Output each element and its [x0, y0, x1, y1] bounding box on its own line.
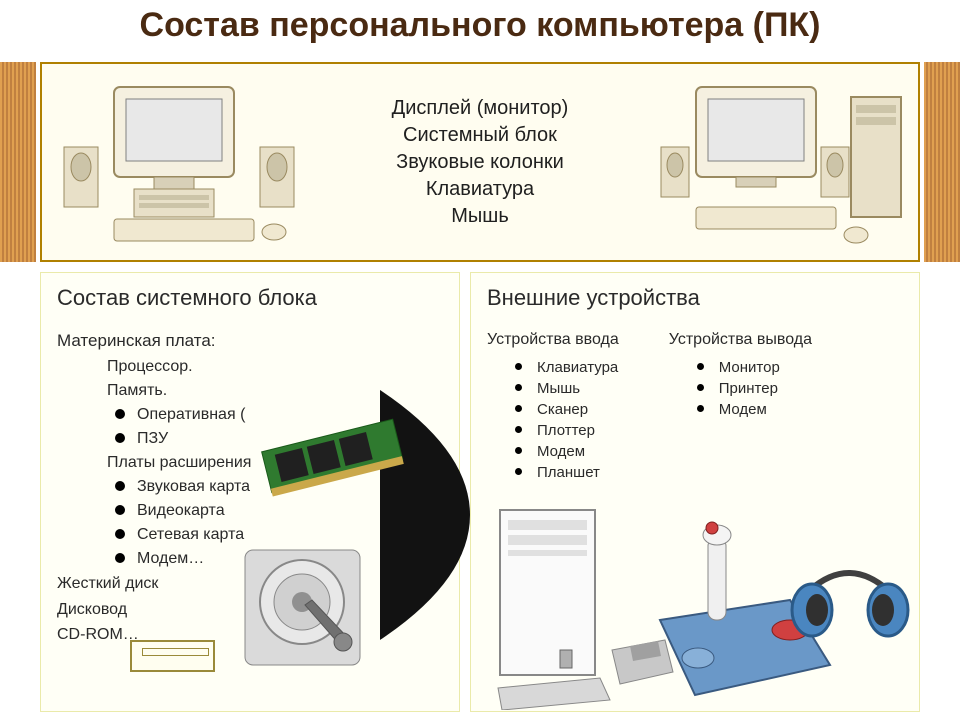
heading-system-unit: Состав системного блока: [57, 285, 443, 311]
in-modem: Модем: [537, 441, 619, 462]
out-monitor: Монитор: [719, 357, 812, 378]
in-scanner: Сканер: [537, 399, 619, 420]
out-printer: Принтер: [719, 378, 812, 399]
in-mouse: Мышь: [537, 378, 619, 399]
label-system-unit: Системный блок: [392, 122, 569, 149]
heading-external: Внешние устройства: [487, 285, 903, 311]
input-devices-col: Устройства ввода Клавиатура Мышь Сканер …: [487, 331, 619, 483]
pc-illustration-left: [54, 77, 304, 247]
texture-left: [0, 62, 36, 262]
label-speakers: Звуковые колонки: [392, 149, 569, 176]
texture-right: [924, 62, 960, 262]
drive-icon: [130, 640, 215, 672]
hdd-icon: [230, 540, 375, 675]
pc-illustration-right: [656, 77, 906, 247]
label-monitor: Дисплей (монитор): [392, 95, 569, 122]
labeled-pc-diagram: Дисплей (монитор) Системный блок Звуковы…: [40, 62, 920, 262]
in-plotter: Плоттер: [537, 420, 619, 441]
label-keyboard: Клавиатура: [392, 176, 569, 203]
input-head: Устройства ввода: [487, 331, 619, 349]
page-title: Состав персонального компьютера (ПК): [0, 8, 960, 44]
center-label-list: Дисплей (монитор) Системный блок Звуковы…: [392, 95, 569, 230]
label-mouse: Мышь: [392, 203, 569, 230]
out-modem: Модем: [719, 399, 812, 420]
motherboard-label: Материнская плата:: [57, 331, 443, 351]
item-cpu: Процессор.: [107, 355, 443, 379]
peripherals-illustration: [490, 500, 920, 710]
output-head: Устройства вывода: [669, 331, 812, 349]
ram-icon: [255, 415, 410, 500]
in-keyboard: Клавиатура: [537, 357, 619, 378]
output-devices-col: Устройства вывода Монитор Принтер Модем: [669, 331, 812, 483]
in-tablet: Планшет: [537, 462, 619, 483]
